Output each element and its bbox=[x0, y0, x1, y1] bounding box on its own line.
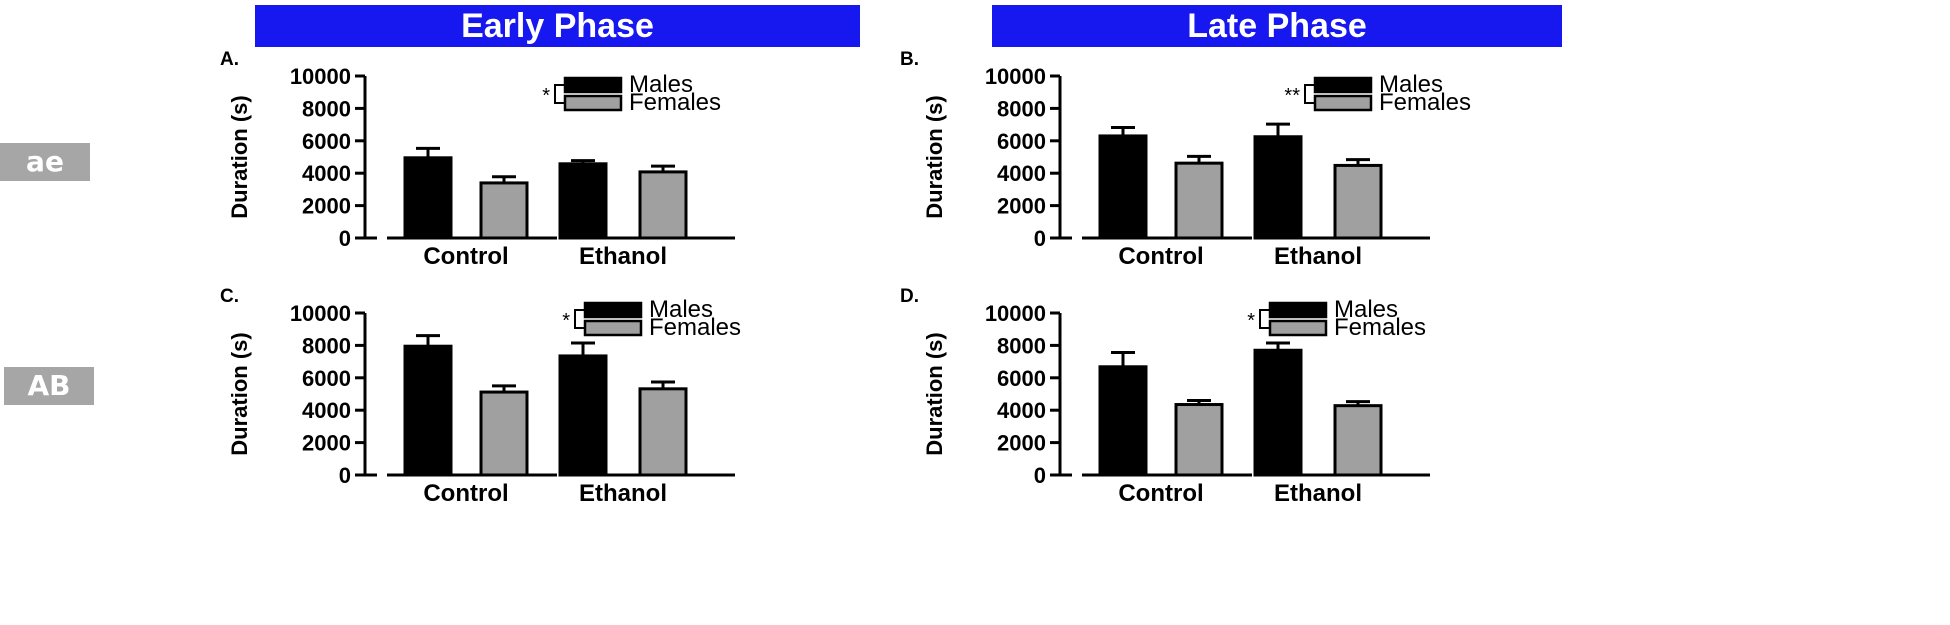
bar-males bbox=[558, 354, 608, 477]
legend-swatch bbox=[1313, 94, 1373, 112]
bar-males bbox=[403, 156, 453, 240]
category-label: Control bbox=[1118, 480, 1203, 507]
legend-swatch bbox=[1268, 301, 1328, 319]
y-tick-label: 10000 bbox=[290, 301, 351, 326]
y-tick-label: 8000 bbox=[302, 333, 351, 358]
legend-swatch bbox=[583, 301, 643, 319]
legend-swatch bbox=[563, 76, 623, 94]
significance-bracket bbox=[1259, 309, 1270, 329]
significance-marker: ** bbox=[1284, 85, 1300, 107]
y-tick-label: 4000 bbox=[997, 398, 1046, 423]
row-label-ab: AB bbox=[4, 367, 94, 405]
y-axis-label: Duration (s) bbox=[227, 95, 252, 218]
y-axis-label: Duration (s) bbox=[227, 332, 252, 455]
bar-females bbox=[479, 390, 529, 477]
significance-bracket bbox=[1304, 84, 1315, 104]
legend-label: Females bbox=[1334, 314, 1426, 341]
y-tick-label: 0 bbox=[339, 463, 351, 488]
panel-letter: C. bbox=[220, 286, 239, 307]
bar-females bbox=[638, 387, 688, 477]
panel-letter: D. bbox=[900, 286, 919, 307]
y-tick-label: 8000 bbox=[302, 96, 351, 121]
legend-label: Males bbox=[629, 71, 693, 98]
y-tick-label: 8000 bbox=[997, 333, 1046, 358]
bar-females bbox=[638, 170, 688, 240]
y-tick-label: 2000 bbox=[997, 194, 1046, 219]
row-label-ae: ae bbox=[0, 143, 90, 181]
bar-females bbox=[1333, 163, 1383, 240]
bar-females bbox=[1333, 404, 1383, 477]
legend-swatch bbox=[583, 319, 643, 337]
y-tick-label: 6000 bbox=[997, 129, 1046, 154]
bar-males bbox=[1098, 365, 1148, 477]
early-phase-header: Early Phase bbox=[255, 5, 860, 47]
y-tick-label: 2000 bbox=[997, 431, 1046, 456]
chart-panel-2: C. 0 2000 4000 6000 8000 10000 Duration (s) Cont… bbox=[220, 286, 741, 507]
category-label: Ethanol bbox=[579, 243, 667, 270]
bar-females bbox=[1174, 403, 1224, 477]
panel-letter: A. bbox=[220, 49, 239, 70]
legend-swatch bbox=[563, 94, 623, 112]
category-label: Ethanol bbox=[1274, 243, 1362, 270]
legend-label: Males bbox=[1379, 71, 1443, 98]
y-tick-label: 8000 bbox=[997, 96, 1046, 121]
panel-letter: B. bbox=[900, 49, 919, 70]
y-tick-label: 0 bbox=[1034, 463, 1046, 488]
y-tick-label: 2000 bbox=[302, 194, 351, 219]
category-label: Ethanol bbox=[579, 480, 667, 507]
y-tick-label: 4000 bbox=[302, 398, 351, 423]
legend-swatch bbox=[1313, 76, 1373, 94]
y-tick-label: 6000 bbox=[302, 129, 351, 154]
y-tick-label: 10000 bbox=[985, 64, 1046, 89]
significance-bracket bbox=[554, 84, 565, 104]
chart-panel-3: D. 0 2000 4000 6000 8000 10000 Duration (s) Cont… bbox=[900, 286, 1430, 507]
category-label: Ethanol bbox=[1274, 480, 1362, 507]
legend-swatch bbox=[1268, 319, 1328, 337]
y-axis-label: Duration (s) bbox=[922, 95, 947, 218]
bar-females bbox=[1174, 161, 1224, 240]
y-tick-label: 10000 bbox=[985, 301, 1046, 326]
y-tick-label: 6000 bbox=[302, 366, 351, 391]
y-tick-label: 10000 bbox=[290, 64, 351, 89]
bar-males bbox=[558, 162, 608, 240]
significance-marker: * bbox=[1247, 310, 1255, 332]
legend-label: Females bbox=[1379, 89, 1471, 116]
bar-males bbox=[1098, 134, 1148, 240]
category-label: Control bbox=[1118, 243, 1203, 270]
y-tick-label: 4000 bbox=[997, 161, 1046, 186]
legend-label: Females bbox=[629, 89, 721, 116]
legend-label: Males bbox=[649, 296, 713, 323]
y-tick-label: 2000 bbox=[302, 431, 351, 456]
category-label: Control bbox=[423, 243, 508, 270]
legend-label: Males bbox=[1334, 296, 1398, 323]
y-axis-label: Duration (s) bbox=[922, 332, 947, 455]
significance-bracket bbox=[574, 309, 585, 329]
y-tick-label: 0 bbox=[1034, 226, 1046, 251]
bar-males bbox=[1253, 348, 1303, 477]
bar-males bbox=[1253, 135, 1303, 240]
chart-panel-1: B. 0 2000 4000 6000 8000 10000 Duration (s) Cont… bbox=[900, 49, 1471, 270]
y-tick-label: 4000 bbox=[302, 161, 351, 186]
bar-females bbox=[479, 181, 529, 240]
y-tick-label: 6000 bbox=[997, 366, 1046, 391]
y-tick-label: 0 bbox=[339, 226, 351, 251]
category-label: Control bbox=[423, 480, 508, 507]
significance-marker: * bbox=[542, 85, 550, 107]
chart-panel-0: A. 0 2000 4000 6000 8000 10000 Duration (s) Cont… bbox=[220, 49, 735, 270]
bar-males bbox=[403, 344, 453, 477]
late-phase-header: Late Phase bbox=[992, 5, 1562, 47]
legend-label: Females bbox=[649, 314, 741, 341]
significance-marker: * bbox=[562, 310, 570, 332]
